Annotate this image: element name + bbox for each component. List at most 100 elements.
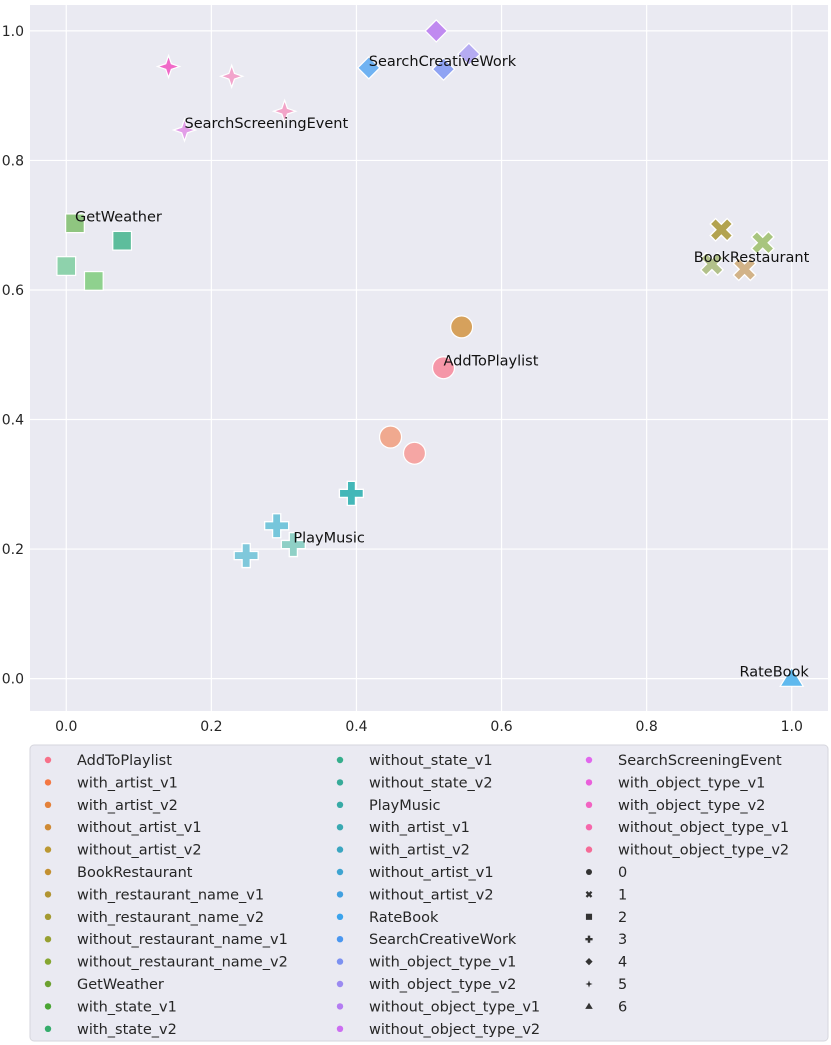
legend-item-label: RateBook <box>369 910 439 926</box>
point-annotation: GetWeather <box>75 209 162 225</box>
legend-marker-swatch <box>585 958 593 966</box>
legend-box <box>29 744 829 1042</box>
data-point <box>424 19 449 43</box>
legend-item-label: with_artist_v2 <box>77 798 178 814</box>
y-tick-label: 0.4 <box>2 413 24 429</box>
y-tick-label: 0.8 <box>2 153 24 169</box>
legend-color-swatch <box>585 779 593 786</box>
x-axis: 0.0 0.2 0.4 0.6 0.8 1.0 <box>55 719 803 735</box>
legend-item-label: with_restaurant_name_v2 <box>77 910 264 926</box>
data-point <box>263 513 290 539</box>
y-tick-label: 0.2 <box>2 542 24 558</box>
legend-item-label: with_object_type_v1 <box>369 955 516 971</box>
grid-lines <box>30 5 828 711</box>
legend-color-swatch <box>336 868 344 876</box>
data-point <box>280 531 307 558</box>
legend-item-label: without_object_type_v2 <box>369 1022 540 1038</box>
legend-item-label: with_object_type_v2 <box>369 977 516 993</box>
legend-color-swatch <box>336 1025 344 1033</box>
legend-item-label: without_object_type_v1 <box>369 999 540 1015</box>
legend-color-swatch <box>44 980 52 988</box>
legend-color-swatch <box>585 801 593 808</box>
point-annotation: AddToPlaylist <box>444 354 539 370</box>
legend-item-label: without_state_v2 <box>369 775 493 791</box>
legend-marker-swatch <box>585 935 593 943</box>
x-tick-label: 0.4 <box>345 719 367 735</box>
legend-color-swatch <box>336 980 344 988</box>
data-point <box>431 57 456 81</box>
legend-item-label: 3 <box>618 932 627 948</box>
legend-item-label: with_restaurant_name_v1 <box>77 887 264 903</box>
data-point <box>65 213 85 234</box>
plot-area <box>30 5 828 711</box>
legend-color-swatch <box>585 756 593 764</box>
legend-color-swatch <box>585 846 593 853</box>
legend-color-swatch <box>44 779 52 786</box>
legend-color-swatch <box>336 913 344 920</box>
data-point <box>402 441 427 465</box>
legend-color-swatch <box>44 756 52 764</box>
point-annotation: BookRestaurant <box>694 250 810 266</box>
legend-item-label: AddToPlaylist <box>77 753 172 769</box>
y-tick-label: 0.0 <box>2 672 24 688</box>
legend-item-label: without_artist_v1 <box>77 820 202 836</box>
point-annotation: RateBook <box>739 665 809 681</box>
legend-color-swatch <box>336 891 344 898</box>
data-point <box>112 230 133 251</box>
legend-color-swatch <box>44 936 52 943</box>
legend-color-swatch <box>336 756 344 764</box>
y-axis: 0.0 0.2 0.4 0.6 0.8 1.0 <box>2 24 24 688</box>
legend-item-label: with_artist_v2 <box>369 843 470 859</box>
legend-item-label: without_artist_v2 <box>77 843 202 859</box>
legend-item-label: with_object_type_v1 <box>618 775 765 791</box>
legend-item-label: without_artist_v1 <box>369 865 494 881</box>
legend-item-label: BookRestaurant <box>77 865 193 881</box>
x-tick-label: 0.2 <box>200 719 222 735</box>
data-point <box>732 257 757 282</box>
legend-color-swatch <box>44 868 52 876</box>
data-points <box>56 19 805 687</box>
data-point <box>56 256 77 276</box>
legend-color-swatch <box>336 1003 344 1010</box>
legend-item-label: with_state_v1 <box>77 999 177 1015</box>
legend-item-label: with_object_type_v2 <box>618 798 765 814</box>
legend-color-swatch <box>44 801 52 808</box>
data-point <box>450 315 474 339</box>
legend-color-swatch <box>336 779 344 786</box>
legend-color-swatch <box>336 846 344 853</box>
legend-item-label: PlayMusic <box>369 798 441 814</box>
legend-item-label: with_artist_v1 <box>369 820 470 836</box>
data-point <box>457 42 481 67</box>
data-point <box>218 63 245 90</box>
legend: AddToPlaylist with_artist_v1 with_artist_v… <box>29 744 829 1042</box>
data-point <box>271 98 298 125</box>
x-tick-label: 1.0 <box>781 719 803 735</box>
data-point <box>338 480 365 507</box>
legend-item-label: GetWeather <box>77 977 164 993</box>
legend-color-swatch <box>336 824 344 831</box>
legend-item-label: 2 <box>618 910 627 926</box>
y-tick-label: 1.0 <box>2 24 24 40</box>
legend-marker-swatch <box>585 1002 593 1009</box>
legend-color-swatch <box>336 958 344 965</box>
legend-color-swatch <box>44 1025 52 1033</box>
legend-item-label: 6 <box>618 999 627 1015</box>
legend-item-label: without_artist_v2 <box>369 887 494 903</box>
data-point <box>155 53 182 80</box>
legend-marker-swatch <box>585 913 593 920</box>
x-tick-label: 0.8 <box>636 719 658 735</box>
legend-item-label: without_restaurant_name_v2 <box>77 955 288 971</box>
legend-marker-swatch <box>585 891 593 898</box>
x-tick-label: 0.6 <box>490 719 512 735</box>
data-point <box>779 666 805 687</box>
data-point <box>709 217 734 242</box>
legend-color-swatch <box>336 801 344 808</box>
data-point <box>699 251 725 277</box>
legend-color-swatch <box>44 846 52 853</box>
data-point <box>378 425 403 449</box>
data-point <box>750 230 775 255</box>
data-point <box>233 542 259 569</box>
legend-item-label: without_object_type_v2 <box>618 843 789 859</box>
legend-color-swatch <box>44 891 52 898</box>
